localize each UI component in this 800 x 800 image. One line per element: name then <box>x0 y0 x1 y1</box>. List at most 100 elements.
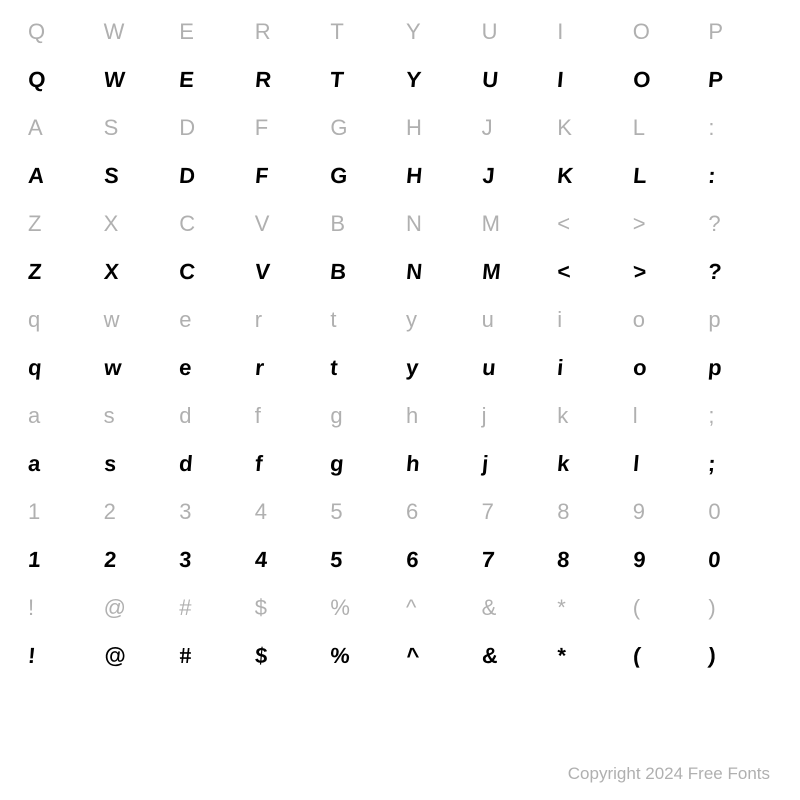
reference-glyph: 3 <box>173 488 249 536</box>
sample-glyph: V <box>246 248 327 296</box>
reference-glyph: V <box>249 200 325 248</box>
sample-glyph: p <box>700 344 781 392</box>
reference-glyph: C <box>173 200 249 248</box>
sample-glyph: s <box>95 440 176 488</box>
sample-glyph: & <box>473 632 554 680</box>
reference-glyph: ( <box>627 584 703 632</box>
sample-glyph: % <box>322 632 403 680</box>
reference-glyph: K <box>551 104 627 152</box>
sample-glyph: i <box>549 344 630 392</box>
reference-glyph: 7 <box>476 488 552 536</box>
reference-glyph: ; <box>702 392 778 440</box>
sample-glyph: S <box>95 152 176 200</box>
sample-glyph: 0 <box>700 536 781 584</box>
sample-glyph: * <box>549 632 630 680</box>
reference-glyph: S <box>98 104 174 152</box>
sample-glyph: 8 <box>549 536 630 584</box>
reference-glyph: E <box>173 8 249 56</box>
sample-glyph: y <box>397 344 478 392</box>
reference-glyph: 9 <box>627 488 703 536</box>
sample-glyph: 5 <box>322 536 403 584</box>
sample-glyph: H <box>397 152 478 200</box>
sample-glyph: F <box>246 152 327 200</box>
reference-glyph: 8 <box>551 488 627 536</box>
character-map-grid: QWERTYUIOPQWERTYUIOPASDFGHJKL:ASDFGHJKL:… <box>0 0 800 680</box>
sample-glyph: t <box>322 344 403 392</box>
reference-glyph: j <box>476 392 552 440</box>
reference-glyph: R <box>249 8 325 56</box>
reference-glyph: # <box>173 584 249 632</box>
sample-glyph: # <box>171 632 252 680</box>
reference-glyph: A <box>22 104 98 152</box>
reference-glyph: 4 <box>249 488 325 536</box>
reference-glyph: $ <box>249 584 325 632</box>
sample-glyph: < <box>549 248 630 296</box>
sample-glyph: L <box>624 152 705 200</box>
sample-glyph: I <box>549 56 630 104</box>
sample-glyph: ) <box>700 632 781 680</box>
sample-glyph: @ <box>95 632 176 680</box>
sample-glyph: e <box>171 344 252 392</box>
sample-glyph: 9 <box>624 536 705 584</box>
reference-glyph: H <box>400 104 476 152</box>
reference-glyph: L <box>627 104 703 152</box>
sample-glyph: ( <box>624 632 705 680</box>
reference-glyph: P <box>702 8 778 56</box>
sample-glyph: $ <box>246 632 327 680</box>
sample-glyph: ^ <box>397 632 478 680</box>
reference-glyph: Q <box>22 8 98 56</box>
reference-glyph: i <box>551 296 627 344</box>
sample-glyph: a <box>19 440 100 488</box>
sample-glyph: w <box>95 344 176 392</box>
reference-glyph: Y <box>400 8 476 56</box>
sample-glyph: D <box>171 152 252 200</box>
reference-glyph: g <box>324 392 400 440</box>
reference-glyph: ? <box>702 200 778 248</box>
reference-glyph: 2 <box>98 488 174 536</box>
reference-glyph: O <box>627 8 703 56</box>
reference-glyph: G <box>324 104 400 152</box>
reference-glyph: F <box>249 104 325 152</box>
sample-glyph: u <box>473 344 554 392</box>
reference-glyph: e <box>173 296 249 344</box>
sample-glyph: ? <box>700 248 781 296</box>
reference-glyph: % <box>324 584 400 632</box>
sample-glyph: j <box>473 440 554 488</box>
sample-glyph: ! <box>19 632 100 680</box>
sample-glyph: U <box>473 56 554 104</box>
reference-glyph: k <box>551 392 627 440</box>
sample-glyph: g <box>322 440 403 488</box>
reference-glyph: B <box>324 200 400 248</box>
sample-glyph: T <box>322 56 403 104</box>
sample-glyph: 1 <box>19 536 100 584</box>
sample-glyph: W <box>95 56 176 104</box>
sample-glyph: f <box>246 440 327 488</box>
sample-glyph: G <box>322 152 403 200</box>
reference-glyph: t <box>324 296 400 344</box>
sample-glyph: 2 <box>95 536 176 584</box>
reference-glyph: l <box>627 392 703 440</box>
reference-glyph: U <box>476 8 552 56</box>
sample-glyph: J <box>473 152 554 200</box>
reference-glyph: > <box>627 200 703 248</box>
reference-glyph: s <box>98 392 174 440</box>
sample-glyph: o <box>624 344 705 392</box>
sample-glyph: N <box>397 248 478 296</box>
reference-glyph: D <box>173 104 249 152</box>
reference-glyph: ^ <box>400 584 476 632</box>
reference-glyph: T <box>324 8 400 56</box>
sample-glyph: > <box>624 248 705 296</box>
sample-glyph: 6 <box>397 536 478 584</box>
sample-glyph: B <box>322 248 403 296</box>
reference-glyph: 0 <box>702 488 778 536</box>
sample-glyph: k <box>549 440 630 488</box>
sample-glyph: Y <box>397 56 478 104</box>
reference-glyph: w <box>98 296 174 344</box>
reference-glyph: u <box>476 296 552 344</box>
reference-glyph: @ <box>98 584 174 632</box>
sample-glyph: h <box>397 440 478 488</box>
sample-glyph: P <box>700 56 781 104</box>
reference-glyph: 1 <box>22 488 98 536</box>
reference-glyph: a <box>22 392 98 440</box>
reference-glyph: ! <box>22 584 98 632</box>
